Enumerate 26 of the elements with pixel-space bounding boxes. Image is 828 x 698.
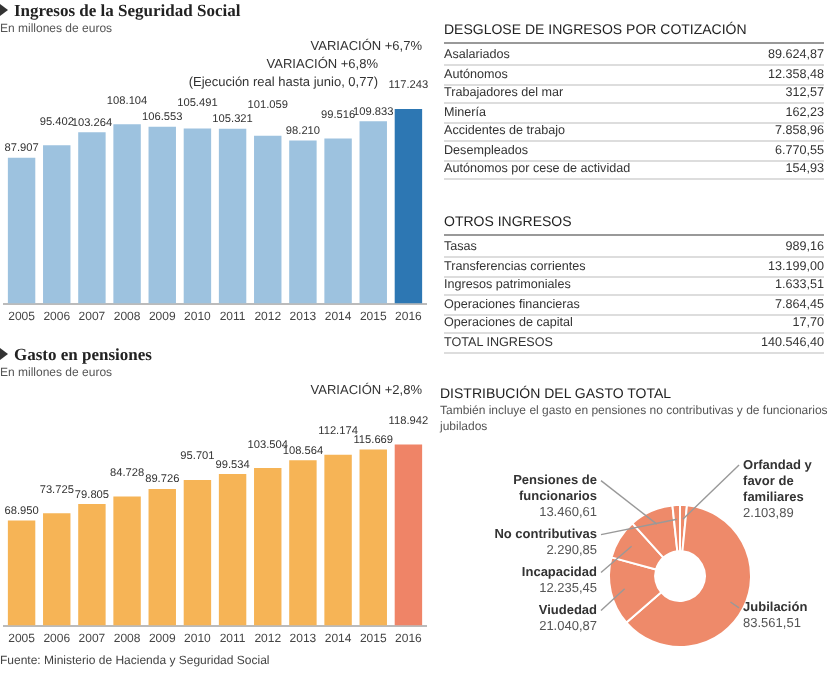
bar — [218, 474, 247, 626]
bar — [183, 479, 212, 626]
bar — [218, 128, 247, 304]
bar — [289, 460, 317, 626]
bar — [254, 135, 282, 304]
bar — [148, 488, 176, 626]
bar — [359, 449, 387, 626]
bar — [113, 124, 141, 304]
chart-title: Gasto en pensiones — [14, 344, 152, 364]
bar — [43, 513, 71, 626]
bar — [78, 132, 106, 304]
bar — [394, 444, 423, 626]
bar — [113, 496, 141, 626]
bar — [148, 126, 176, 304]
bar — [7, 520, 36, 626]
bar — [183, 128, 212, 304]
chart-title: Ingresos de la Seguridad Social — [14, 0, 241, 20]
bar — [324, 454, 352, 626]
bar — [324, 138, 352, 304]
bar — [43, 145, 71, 304]
bar — [78, 504, 106, 626]
bar — [254, 468, 282, 626]
bar — [7, 157, 36, 304]
bar — [394, 108, 423, 304]
bar — [359, 121, 387, 304]
bar — [289, 140, 317, 304]
